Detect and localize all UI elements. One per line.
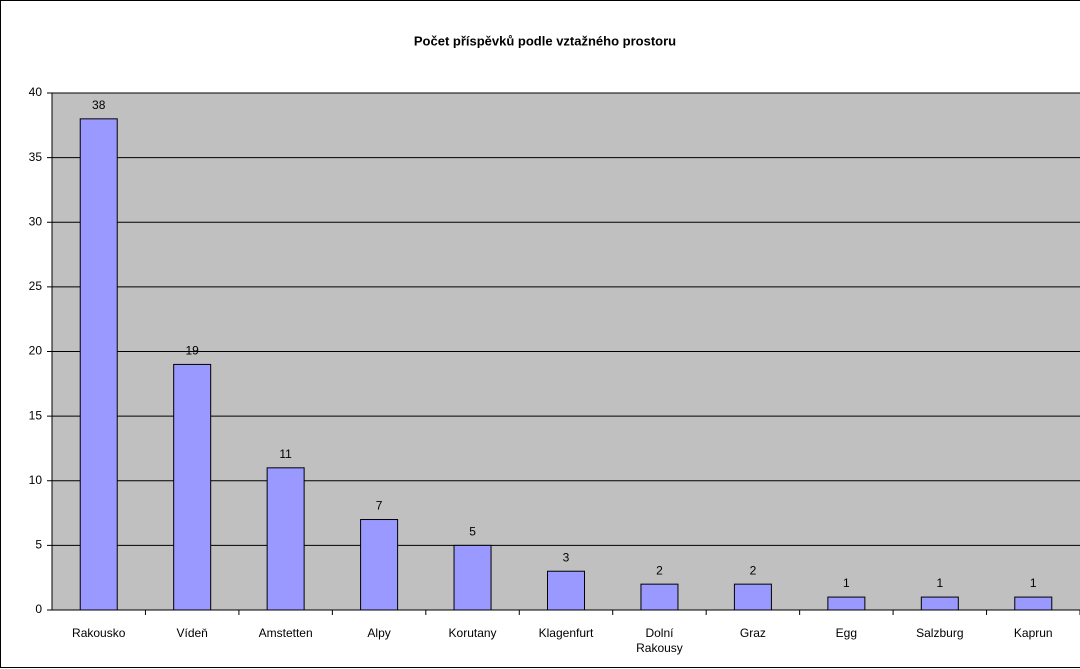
y-tick-label: 10	[29, 473, 43, 487]
bar	[453, 544, 492, 611]
value-label: 2	[656, 563, 663, 577]
bar	[827, 596, 866, 611]
bar	[173, 363, 212, 611]
y-tick-label: 35	[29, 150, 43, 164]
value-label: 38	[92, 98, 106, 112]
bar	[266, 467, 305, 611]
value-label: 1	[1030, 576, 1037, 590]
y-tick-label: 0	[35, 602, 42, 616]
x-tick-label: Dolní Rakousy	[636, 626, 683, 655]
y-tick-label: 20	[29, 344, 43, 358]
value-label: 1	[936, 576, 943, 590]
value-label: 2	[750, 563, 757, 577]
x-tick-label: Klagenfurt	[538, 626, 594, 640]
y-tick-label: 40	[29, 85, 43, 99]
value-label: 7	[376, 499, 383, 513]
bar	[1014, 596, 1053, 611]
x-tick-label: Graz	[739, 626, 766, 640]
bar	[547, 570, 585, 611]
y-tick-label: 15	[29, 408, 43, 422]
y-tick-label: 25	[29, 279, 43, 293]
y-tick-label: 5	[35, 538, 42, 552]
bar	[920, 596, 959, 611]
value-label: 1	[843, 576, 850, 590]
x-tick-label: Vídeň	[176, 626, 208, 640]
y-tick-label: 30	[29, 214, 43, 228]
x-tick-label: Kaprun	[1013, 626, 1053, 640]
x-tick-label: Amstetten	[258, 626, 313, 640]
x-tick-label: Egg	[835, 626, 858, 640]
bar	[79, 118, 118, 611]
bar	[733, 583, 772, 611]
x-tick-label: Alpy	[367, 626, 391, 640]
bar	[640, 583, 679, 611]
value-label: 11	[279, 447, 292, 461]
value-label: 5	[469, 525, 476, 539]
value-label: 19	[186, 344, 200, 358]
x-tick-label: Rakousko	[72, 626, 126, 640]
x-tick-label: Salzburg	[916, 626, 964, 640]
x-tick-label: Korutany	[448, 626, 497, 640]
value-label: 3	[563, 550, 570, 564]
bar	[360, 519, 399, 611]
chart-title: Počet příspěvků podle vztažného prostoru	[414, 33, 676, 48]
